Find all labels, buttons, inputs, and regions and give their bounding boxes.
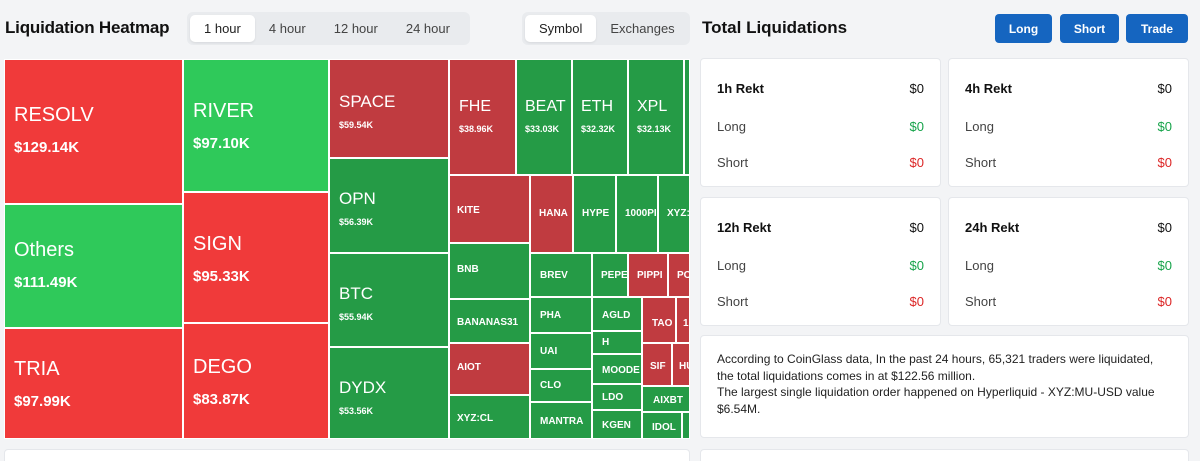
rekt-total: $0: [1157, 220, 1172, 235]
treemap-tile-fhe[interactable]: FHE $38.96K: [449, 59, 516, 175]
treemap-tile-hu[interactable]: HU: [672, 343, 690, 386]
treemap-tile-idol[interactable]: IDOL: [642, 412, 682, 439]
long-value: $0: [909, 258, 924, 273]
treemap-tile-tao[interactable]: TAO: [642, 297, 676, 343]
treemap-tile-aiot[interactable]: AIOT: [449, 343, 530, 395]
long-label: Long: [717, 258, 746, 273]
treemap-tile-bananas31[interactable]: BANANAS31: [449, 299, 530, 343]
treemap-tile-resolv[interactable]: RESOLV $129.14K: [4, 59, 183, 204]
rekt-card-1h: 1h Rekt $0 Long $0 Short $0: [700, 58, 941, 187]
liquidation-treemap: RESOLV $129.14K Others $111.49K TRIA $97.99…: [4, 59, 690, 439]
short-label: Short: [717, 294, 749, 309]
treemap-tile-river[interactable]: RIVER $97.10K: [183, 59, 329, 192]
bottom-panel-right: [700, 449, 1189, 461]
treemap-tile-hype[interactable]: HYPE: [573, 175, 616, 253]
treemap-tile-mantra[interactable]: MANTRA: [530, 402, 592, 439]
rekt-card-12h: 12h Rekt $0 Long $0 Short $0: [700, 197, 941, 326]
treemap-tile-dydx[interactable]: DYDX $53.56K: [329, 347, 449, 439]
rekt-label: 12h Rekt: [717, 220, 772, 235]
treemap-tile-xyz-partial[interactable]: XYZ:: [658, 175, 690, 253]
treemap-tile-1000pi[interactable]: 1000PI: [616, 175, 658, 253]
treemap-tile-ldo[interactable]: LDO: [592, 384, 642, 410]
tab-symbol[interactable]: Symbol: [525, 15, 597, 42]
treemap-tile-po[interactable]: PO: [668, 253, 690, 297]
treemap-tile-brev[interactable]: BREV: [530, 253, 592, 297]
long-label: Long: [965, 119, 994, 134]
time-range-tabs: 1 hour 4 hour 12 hour 24 hour: [187, 12, 470, 45]
rekt-label: 4h Rekt: [965, 81, 1012, 96]
treemap-tile-edge[interactable]: [684, 59, 690, 175]
heatmap-title: Liquidation Heatmap: [5, 18, 170, 37]
long-value: $0: [1157, 119, 1172, 134]
tab-exchanges[interactable]: Exchanges: [610, 21, 675, 36]
treemap-tile-hana[interactable]: HANA: [530, 175, 573, 253]
treemap-tile-eth[interactable]: ETH $32.32K: [572, 59, 628, 175]
total-liquidations-title: Total Liquidations: [702, 18, 848, 37]
long-value: $0: [909, 119, 924, 134]
tab-24-hour[interactable]: 24 hour: [405, 21, 450, 36]
short-button[interactable]: Short: [1060, 14, 1119, 43]
treemap-tile-dego[interactable]: DEGO $83.87K: [183, 323, 329, 439]
treemap-tile-pepe[interactable]: PEPE: [592, 253, 628, 297]
rekt-total: $0: [1157, 81, 1172, 96]
rekt-label: 24h Rekt: [965, 220, 1020, 235]
treemap-tile-bnb[interactable]: BNB: [449, 243, 530, 299]
long-label: Long: [717, 119, 746, 134]
rekt-total: $0: [909, 81, 924, 96]
treemap-tile-clo[interactable]: CLO: [530, 369, 592, 402]
short-label: Short: [965, 294, 997, 309]
treemap-tile-h[interactable]: H: [592, 331, 642, 354]
treemap-tile-moode[interactable]: MOODE: [592, 354, 642, 384]
treemap-tile-opn[interactable]: OPN $56.39K: [329, 158, 449, 253]
treemap-tile-tiny[interactable]: [682, 412, 690, 439]
rekt-card-4h: 4h Rekt $0 Long $0 Short $0: [948, 58, 1189, 187]
long-value: $0: [1157, 258, 1172, 273]
treemap-tile-beat[interactable]: BEAT $33.03K: [516, 59, 572, 175]
treemap-tile-pippi[interactable]: PIPPI: [628, 253, 668, 297]
rekt-total: $0: [909, 220, 924, 235]
tab-1-hour[interactable]: 1 hour: [190, 15, 255, 42]
short-value: $0: [909, 294, 924, 309]
short-label: Short: [717, 155, 749, 170]
group-mode-tabs: Symbol Exchanges: [522, 12, 690, 45]
treemap-tile-sif[interactable]: SIF: [642, 343, 672, 386]
bottom-panel-left: [4, 449, 690, 461]
treemap-tile-kite[interactable]: KITE: [449, 175, 530, 243]
short-value: $0: [1157, 294, 1172, 309]
short-value: $0: [909, 155, 924, 170]
treemap-tile-btc[interactable]: BTC $55.94K: [329, 253, 449, 347]
tab-4-hour[interactable]: 4 hour: [268, 21, 306, 36]
treemap-tile-aixbt[interactable]: AIXBT: [642, 386, 690, 412]
treemap-tile-others[interactable]: Others $111.49K: [4, 204, 183, 328]
rekt-card-24h: 24h Rekt $0 Long $0 Short $0: [948, 197, 1189, 326]
trade-button[interactable]: Trade: [1126, 14, 1188, 43]
liquidation-summary-card: According to CoinGlass data, In the past…: [700, 335, 1189, 438]
short-label: Short: [965, 155, 997, 170]
rekt-label: 1h Rekt: [717, 81, 764, 96]
treemap-tile-agld[interactable]: AGLD: [592, 297, 642, 331]
treemap-tile-tria[interactable]: TRIA $97.99K: [4, 328, 183, 439]
treemap-tile-xyz-cl[interactable]: XYZ:CL: [449, 395, 530, 439]
treemap-tile-pha[interactable]: PHA: [530, 297, 592, 333]
treemap-tile-1-partial[interactable]: 1(: [676, 297, 690, 343]
short-value: $0: [1157, 155, 1172, 170]
tab-12-hour[interactable]: 12 hour: [333, 21, 378, 36]
long-button[interactable]: Long: [995, 14, 1052, 43]
treemap-tile-space[interactable]: SPACE $59.54K: [329, 59, 449, 158]
treemap-tile-sign[interactable]: SIGN $95.33K: [183, 192, 329, 323]
long-label: Long: [965, 258, 994, 273]
treemap-tile-kgen[interactable]: KGEN: [592, 410, 642, 439]
treemap-tile-uai[interactable]: UAI: [530, 333, 592, 369]
treemap-tile-xpl[interactable]: XPL $32.13K: [628, 59, 684, 175]
liquidation-summary-text: According to CoinGlass data, In the past…: [717, 352, 1155, 416]
